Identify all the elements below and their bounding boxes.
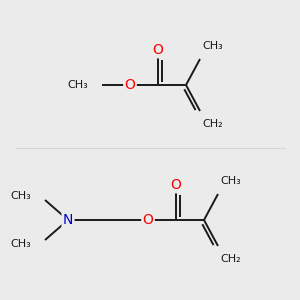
Text: N: N	[63, 213, 73, 227]
Text: O: O	[153, 43, 164, 57]
Text: O: O	[171, 178, 182, 192]
Text: O: O	[124, 78, 135, 92]
Text: CH₃: CH₃	[10, 239, 31, 249]
Text: CH₃: CH₃	[220, 176, 241, 186]
Text: CH₃: CH₃	[202, 41, 223, 51]
Text: CH₃: CH₃	[10, 191, 31, 201]
Text: CH₃: CH₃	[67, 80, 88, 90]
Text: CH₂: CH₂	[202, 119, 223, 129]
Text: O: O	[142, 213, 153, 227]
Text: CH₂: CH₂	[220, 254, 241, 264]
